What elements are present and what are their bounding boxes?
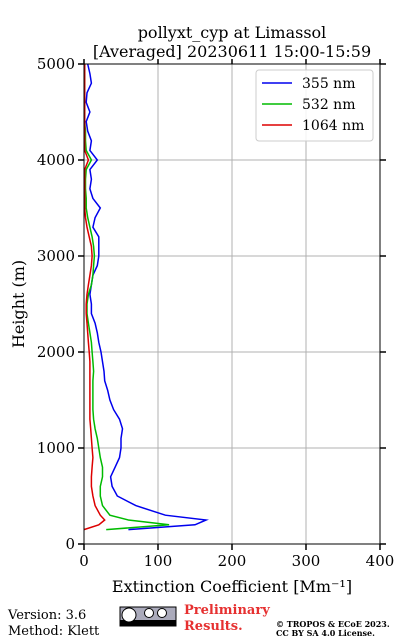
y-tick-label: 4000: [37, 151, 75, 169]
profile-line: [85, 63, 209, 531]
profile-line: [83, 64, 106, 531]
preliminary-notice-2: Results.: [184, 619, 243, 634]
preliminary-notice: Preliminary: [184, 603, 270, 618]
y-axis-label: Height (m): [9, 260, 28, 348]
y-tick-label: 0: [65, 535, 75, 553]
x-axis-label: Extinction Coefficient [Mm⁻¹]: [112, 577, 352, 596]
y-tick-label: 3000: [37, 247, 75, 265]
x-tick-label: 400: [366, 552, 395, 570]
legend-label: 1064 nm: [302, 118, 364, 134]
legend-box: [255, 69, 374, 142]
x-tick-label: 100: [144, 552, 173, 570]
profile-line: [83, 64, 170, 531]
y-tick-label: 2000: [37, 343, 75, 361]
license: CC BY SA 4.0 License.: [276, 628, 375, 638]
x-tick-label: 0: [79, 552, 89, 570]
copyright: © TROPOS & ECoE 2023.: [276, 619, 390, 629]
method: Method: Klett: [8, 624, 100, 639]
legend-label: 355 nm: [302, 76, 355, 92]
x-tick-label: 300: [292, 552, 321, 570]
axes-frame: [83, 63, 381, 545]
chart-title: pollyxt_cyp at Limassol: [138, 23, 327, 42]
cc-badge: [119, 606, 177, 627]
version: Version: 3.6: [7, 608, 86, 623]
chart-subtitle: [Averaged] 20230611 15:00-15:59: [93, 42, 371, 61]
x-tick-label: 200: [218, 552, 247, 570]
y-tick-label: 1000: [37, 439, 75, 457]
legend: 355 nm 532 nm 1064 nm: [255, 69, 374, 142]
legend-label: 532 nm: [302, 97, 355, 113]
y-tick-label: 5000: [37, 55, 75, 73]
